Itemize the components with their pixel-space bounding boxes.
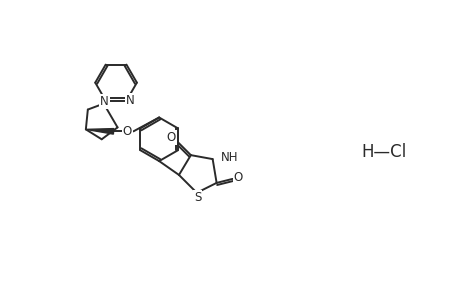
Polygon shape — [86, 129, 113, 134]
Text: NH: NH — [220, 151, 238, 164]
Text: N: N — [126, 94, 134, 107]
Text: S: S — [194, 191, 201, 204]
Text: N: N — [100, 95, 109, 108]
Text: O: O — [123, 125, 132, 138]
Text: H—Cl: H—Cl — [360, 143, 405, 161]
Text: O: O — [233, 171, 242, 184]
Text: O: O — [166, 131, 175, 144]
